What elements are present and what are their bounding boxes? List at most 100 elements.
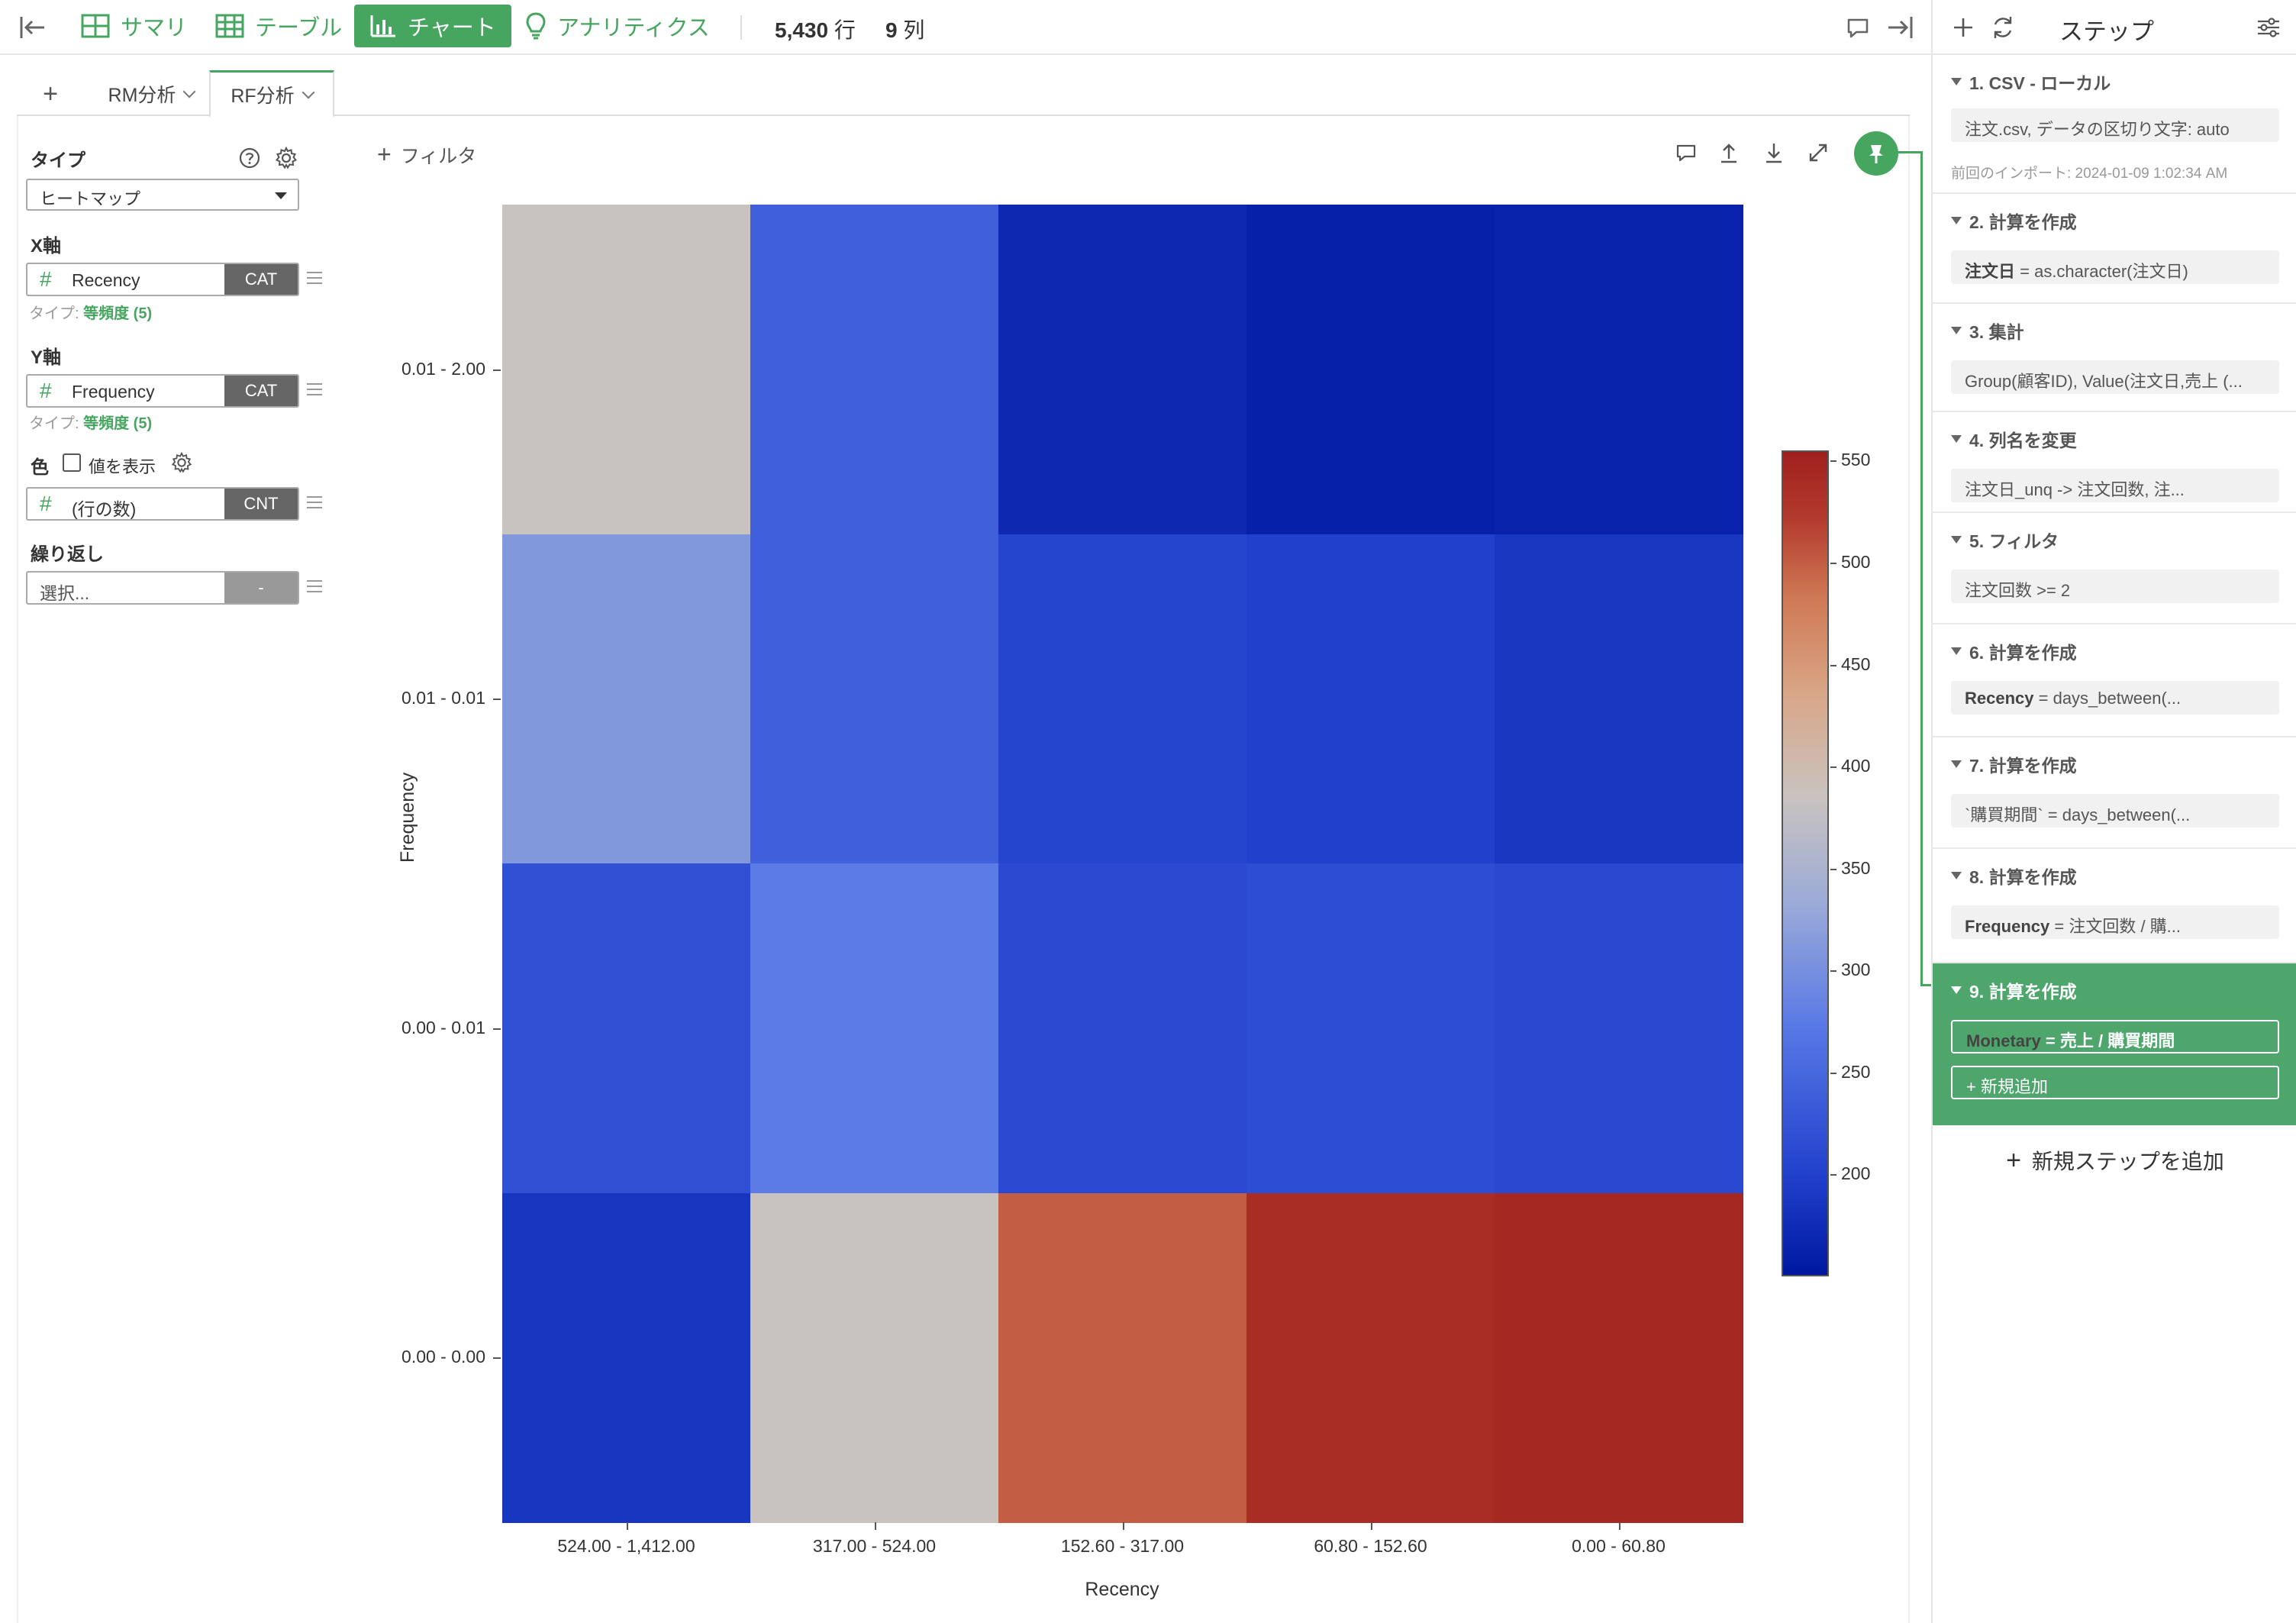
y-axis-category-tag[interactable]: CAT [224, 376, 298, 406]
show-values-checkbox[interactable] [63, 453, 81, 472]
collapse-triangle-icon[interactable] [1951, 217, 1962, 224]
heatmap-cell[interactable] [750, 205, 999, 534]
collapse-triangle-icon[interactable] [1951, 986, 1962, 994]
color-count-tag[interactable]: CNT [224, 489, 298, 519]
heatmap-cell[interactable] [502, 205, 751, 534]
repeat-tag[interactable]: - [224, 573, 298, 603]
step-item[interactable]: 7. 計算を作成 `購買期間` = days_between(... [1933, 737, 2296, 849]
step-item[interactable]: 9. 計算を作成 Monetary = 売上 / 購買期間 + 新規追加 [1933, 963, 2296, 1125]
step-expression[interactable]: 注文日_unq -> 注文回数, 注... [1951, 469, 2279, 502]
add-step-button[interactable]: + 新規ステップを追加 [1933, 1145, 2296, 1176]
step-title[interactable]: 4. 列名を変更 [1951, 426, 2077, 452]
drag-handle-icon[interactable] [307, 272, 322, 284]
settings-sliders-icon[interactable] [2253, 12, 2284, 43]
collapse-triangle-icon[interactable] [1951, 760, 1962, 768]
expand-icon[interactable] [1806, 140, 1830, 165]
step-expression[interactable]: Monetary = 売上 / 購買期間 [1951, 1020, 2279, 1053]
collapse-triangle-icon[interactable] [1951, 327, 1962, 334]
tab-rm-analysis[interactable]: RM分析 [82, 70, 220, 118]
comment-icon[interactable] [1843, 12, 1873, 43]
refresh-icon[interactable] [1988, 12, 2018, 43]
step-title[interactable]: 5. フィルタ [1951, 527, 2059, 553]
drag-handle-icon[interactable] [307, 383, 322, 395]
plus-icon[interactable] [1948, 12, 1978, 43]
collapse-triangle-icon[interactable] [1951, 78, 1962, 86]
repeat-field[interactable]: 選択... - [26, 571, 299, 605]
step-expression[interactable]: Recency = days_between(... [1951, 681, 2279, 715]
y-axis-subtype[interactable]: タイプ: 等頻度 (5) [29, 411, 152, 433]
collapse-right-icon[interactable] [1885, 12, 1916, 43]
heatmap-cell[interactable] [998, 1192, 1247, 1523]
heatmap-cell[interactable] [998, 534, 1247, 864]
heatmap-cell[interactable] [502, 1192, 751, 1523]
step-expression[interactable]: 注文.csv, データの区切り文字: auto [1951, 108, 2279, 142]
step-title[interactable]: 8. 計算を作成 [1951, 863, 2077, 889]
heatmap-cell[interactable] [1246, 205, 1495, 534]
tab-rf-analysis[interactable]: RF分析 [209, 70, 334, 118]
heatmap-cell[interactable] [1246, 1192, 1495, 1523]
chart-type-select[interactable]: ヒートマップ [26, 179, 299, 211]
collapse-left-icon[interactable] [17, 12, 47, 43]
step-title[interactable]: 7. 計算を作成 [1951, 751, 2077, 777]
heatmap-cell[interactable] [750, 1192, 999, 1523]
heatmap-cell[interactable] [1495, 534, 1743, 864]
heatmap-cell[interactable] [502, 534, 751, 864]
step-item[interactable]: 2. 計算を作成注文日 = as.character(注文日) [1933, 194, 2296, 304]
heatmap-cell[interactable] [750, 534, 999, 864]
step-item[interactable]: 6. 計算を作成 Recency = days_between(... [1933, 624, 2296, 737]
gear-icon[interactable] [275, 147, 298, 169]
step-title[interactable]: 3. 集計 [1951, 318, 2024, 344]
tab-analytics[interactable]: アナリティクス [510, 5, 725, 47]
heatmap-cell[interactable] [502, 863, 751, 1193]
heatmap-cell[interactable] [1246, 534, 1495, 864]
step-expression-text: Group(顧客ID), Value(注文日,売上 (... [1965, 372, 2243, 391]
step-item[interactable]: 5. フィルタ注文回数 >= 2 [1933, 513, 2296, 624]
step-title[interactable]: 9. 計算を作成 [1951, 977, 2077, 1003]
collapse-triangle-icon[interactable] [1951, 647, 1962, 655]
heatmap-cell[interactable] [1495, 205, 1743, 534]
help-icon[interactable] [238, 147, 261, 169]
add-chart-tab-label: + [43, 79, 58, 108]
step-expression[interactable]: 注文回数 >= 2 [1951, 570, 2279, 603]
tab-table[interactable]: テーブル [200, 5, 357, 47]
x-axis-category-tag[interactable]: CAT [224, 264, 298, 295]
x-axis-field[interactable]: # Recency CAT [26, 263, 299, 296]
collapse-triangle-icon[interactable] [1951, 872, 1962, 879]
step-expression[interactable]: Group(顧客ID), Value(注文日,売上 (... [1951, 360, 2279, 394]
add-filter-button[interactable]: + フィルタ [377, 140, 476, 169]
step-expression[interactable]: 注文日 = as.character(注文日) [1951, 250, 2279, 284]
heatmap-cell[interactable] [998, 205, 1247, 534]
step-item[interactable]: 4. 列名を変更注文日_unq -> 注文回数, 注... [1933, 412, 2296, 513]
heatmap-cell[interactable] [998, 863, 1247, 1193]
step-item[interactable]: 8. 計算を作成 Frequency = 注文回数 / 購... [1933, 849, 2296, 963]
tab-chart[interactable]: チャート [354, 5, 511, 47]
tab-summary[interactable]: サマリ [66, 5, 202, 47]
pin-button[interactable] [1854, 131, 1898, 176]
gear-icon[interactable] [171, 452, 192, 473]
x-axis-subtype[interactable]: タイプ: 等頻度 (5) [29, 301, 152, 323]
add-chart-tab-button[interactable]: + [27, 70, 73, 118]
step-item[interactable]: 1. CSV - ローカル 注文.csv, データの区切り文字: auto 前回のイ… [1933, 55, 2296, 194]
step-expression[interactable]: Frequency = 注文回数 / 購... [1951, 905, 2279, 939]
download-icon[interactable] [1762, 140, 1786, 165]
heatmap-cell[interactable] [750, 863, 999, 1193]
heatmap-cell[interactable] [1495, 1192, 1743, 1523]
add-new-calculation-button[interactable]: + 新規追加 [1951, 1066, 2279, 1099]
tab-rm-analysis-label: RM分析 [108, 85, 176, 106]
upload-icon[interactable] [1717, 140, 1741, 165]
drag-handle-icon[interactable] [307, 496, 322, 508]
step-item[interactable]: 3. 集計 Group(顧客ID), Value(注文日,売上 (... [1933, 304, 2296, 412]
y-axis-field[interactable]: # Frequency CAT [26, 374, 299, 408]
step-title[interactable]: 6. 計算を作成 [1951, 638, 2077, 664]
heatmap-cell[interactable] [1246, 863, 1495, 1193]
comment-icon[interactable] [1674, 140, 1698, 165]
drag-handle-icon[interactable] [307, 580, 322, 592]
step-title[interactable]: 1. CSV - ローカル [1951, 69, 2111, 95]
heatmap-cell[interactable] [1495, 863, 1743, 1193]
step-title[interactable]: 2. 計算を作成 [1951, 208, 2077, 234]
collapse-triangle-icon[interactable] [1951, 536, 1962, 544]
step-expression[interactable]: `購買期間` = days_between(... [1951, 794, 2279, 828]
color-field[interactable]: # (行の数) CNT [26, 487, 299, 521]
color-scale-tick-mark [1830, 1174, 1836, 1176]
collapse-triangle-icon[interactable] [1951, 435, 1962, 443]
